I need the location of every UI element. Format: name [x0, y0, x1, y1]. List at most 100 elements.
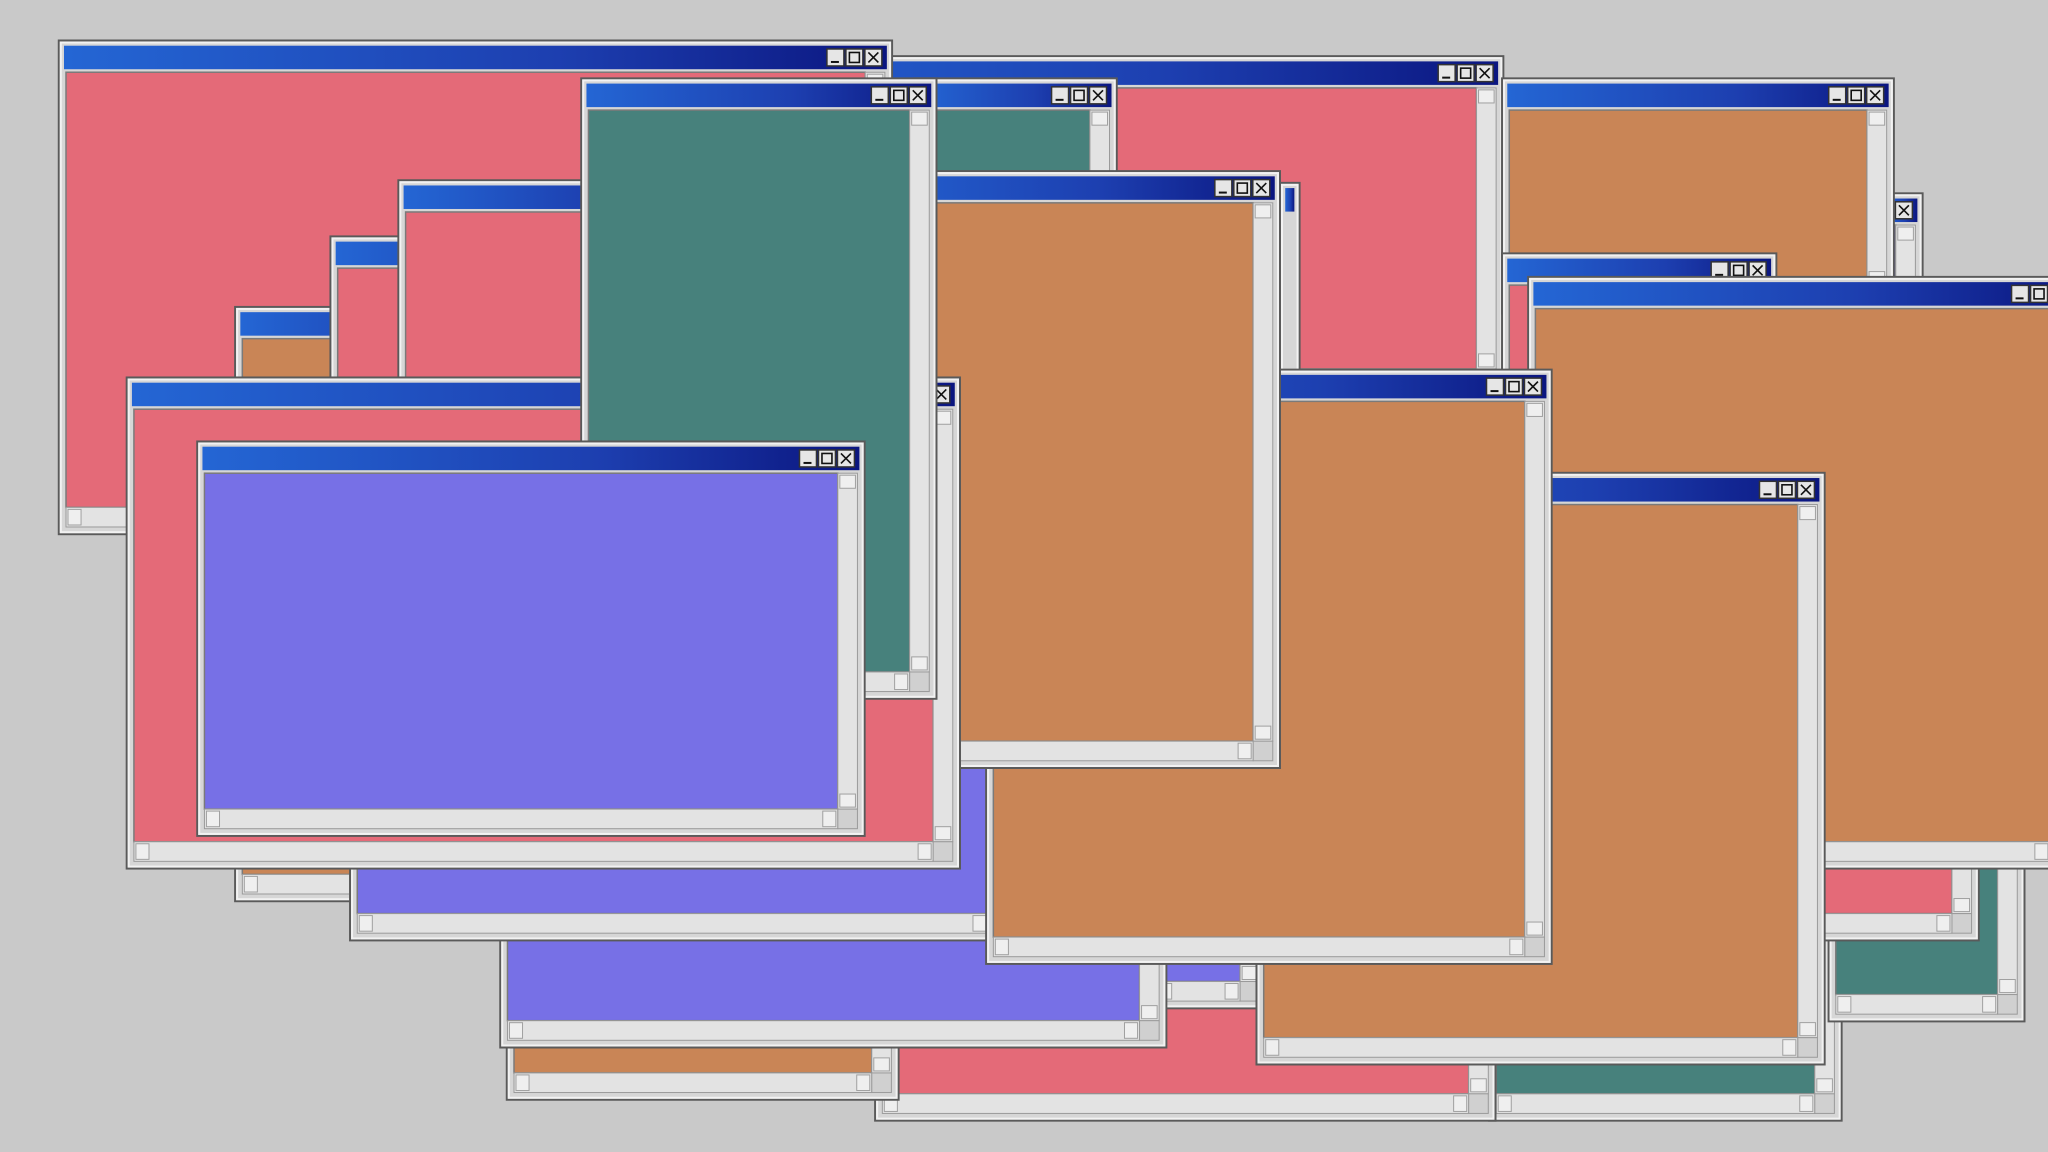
maximize-glyph [1073, 89, 1085, 102]
size-grip [1797, 1037, 1818, 1058]
size-grip [871, 1072, 892, 1094]
minimize-button [1485, 377, 1505, 396]
minimize-button [2010, 284, 2030, 304]
title-bar [586, 83, 932, 108]
close-glyph [1255, 182, 1267, 194]
vertical-scrollbar [837, 472, 858, 810]
scroll-up [1526, 402, 1543, 417]
maximize-button [1777, 480, 1797, 500]
scroll-left [994, 938, 1009, 956]
close-glyph [935, 388, 947, 401]
scroll-right [1453, 1095, 1468, 1112]
scroll-right [1799, 1095, 1814, 1112]
horizontal-scrollbar [1809, 913, 1953, 934]
scroll-down [911, 656, 928, 671]
scroll-right [1982, 996, 1997, 1013]
scroll-up [1799, 506, 1816, 521]
horizontal-scrollbar [513, 1072, 873, 1094]
maximize-button [1233, 178, 1252, 198]
scroll-down [1816, 1078, 1833, 1093]
maximize-glyph [1236, 182, 1249, 194]
size-grip [932, 841, 954, 862]
maximize-button [1846, 86, 1866, 105]
scroll-left [135, 843, 150, 860]
horizontal-scrollbar [1835, 994, 1999, 1015]
title-bar [1507, 83, 1889, 108]
content [203, 472, 839, 810]
close-glyph [1898, 204, 1910, 216]
scroll-left [1837, 996, 1852, 1013]
scroll-right [1123, 1022, 1139, 1039]
scroll-right [972, 915, 987, 932]
scroll-right [822, 810, 837, 828]
size-grip [1524, 936, 1545, 958]
scroll-right [894, 673, 909, 691]
scroll-down [873, 1057, 890, 1072]
maximize-glyph [1850, 89, 1862, 102]
scroll-up [1868, 111, 1886, 126]
title-bar [841, 176, 1275, 200]
scroll-down [1953, 898, 1971, 913]
maximize-glyph [848, 51, 861, 64]
window [196, 440, 866, 837]
title-bar [1533, 282, 2048, 306]
scroll-down [1478, 353, 1495, 368]
title-bar [202, 446, 860, 471]
maximize-button [889, 86, 909, 105]
frame-highlight [127, 378, 960, 868]
vertical-scrollbar [1797, 504, 1818, 1039]
close-glyph [1752, 264, 1764, 276]
close-glyph [840, 452, 852, 465]
minimize-button [1758, 480, 1778, 500]
scroll-up [911, 111, 928, 126]
close-glyph [1527, 381, 1539, 393]
scroll-down [839, 793, 856, 808]
maximize-button [817, 449, 837, 468]
minimize-button [1437, 63, 1456, 83]
horizontal-scrollbar [1495, 1093, 1816, 1114]
scroll-left [508, 1022, 524, 1039]
scroll-down [1241, 965, 1259, 981]
maximize-glyph [1781, 484, 1793, 496]
close-glyph [1800, 484, 1812, 496]
minimize-button [1827, 86, 1847, 105]
size-grip [1997, 994, 2018, 1015]
title-bar [1285, 188, 1295, 212]
scroll-right [1782, 1039, 1797, 1056]
scroll-left [515, 1074, 530, 1092]
minimize-button [1214, 178, 1233, 198]
scroll-up [1897, 226, 1914, 241]
horizontal-scrollbar [1263, 1037, 1799, 1058]
minimize-button [1050, 86, 1070, 105]
maximize-button [1069, 86, 1089, 105]
close-glyph [1092, 89, 1104, 101]
scroll-left [243, 875, 258, 893]
scroll-left [1497, 1095, 1512, 1112]
maximize-glyph [2033, 288, 2045, 300]
scroll-up [839, 474, 856, 489]
minimize-button [870, 86, 890, 105]
maximize-button [845, 48, 864, 67]
scroll-right [1224, 983, 1239, 1000]
scroll-left [1265, 1039, 1280, 1056]
scroll-down [1526, 921, 1543, 936]
horizontal-scrollbar [881, 1093, 1470, 1114]
scroll-down [1999, 979, 2016, 994]
size-grip [909, 671, 930, 693]
size-grip [837, 808, 858, 830]
scroll-up [934, 410, 952, 425]
scroll-right [1237, 742, 1252, 760]
scroll-down [1470, 1078, 1487, 1093]
close-glyph [912, 89, 924, 101]
maximize-glyph [821, 452, 833, 465]
horizontal-scrollbar [992, 936, 1526, 958]
scroll-left [205, 810, 221, 828]
scroll-up [1091, 111, 1109, 126]
minimize-button [826, 48, 845, 67]
scroll-right [917, 843, 932, 860]
scroll-up [1478, 89, 1495, 104]
scroll-right [856, 1074, 871, 1092]
maximize-button [2029, 284, 2048, 304]
close-glyph [867, 51, 879, 64]
